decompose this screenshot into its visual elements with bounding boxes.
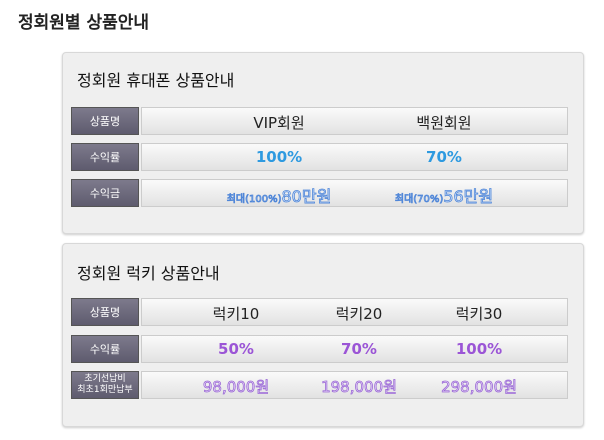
cell-prefix: 최대(70%) (394, 194, 444, 206)
cell: 럭키20 (335, 305, 383, 323)
cell: VIP회원 (253, 114, 305, 132)
cell: 럭키30 (455, 305, 503, 323)
cell-amount: 56만원 (443, 187, 494, 207)
row: 98,000원 198,000원 298,000원 (141, 371, 568, 399)
panel-title: 정회원 럭키 상품안내 (77, 264, 220, 283)
cell: 98,000원 (202, 378, 270, 397)
cell-amount: 80만원 (281, 187, 332, 207)
page-title: 정회원별 상품안내 (18, 13, 150, 33)
cell: 70% (341, 340, 377, 358)
row-label: 수익률 (71, 335, 139, 363)
row: 럭키10 럭키20 럭키30 (141, 298, 568, 326)
row-label-line: 최초1회만납부 (77, 385, 133, 395)
cell: 100% (255, 148, 303, 166)
cell: 198,000원 (321, 378, 398, 397)
row-label: 초기선납비 최초1회만납부 (71, 371, 139, 399)
row: VIP회원 백원회원 (141, 107, 568, 135)
row-label: 상품명 (71, 298, 139, 326)
row-label: 상품명 (71, 107, 139, 135)
panel: 정회원 럭키 상품안내 럭키10 럭키20 럭키30 상품명 50% 70% 1… (62, 243, 584, 427)
row-label: 수익률 (71, 143, 139, 171)
cell: 럭키10 (212, 305, 260, 323)
cell: 최대(100%)80만원 (226, 183, 332, 207)
cell: 최대(70%)56만원 (394, 183, 494, 207)
row: 50% 70% 100% (141, 335, 568, 363)
cell: 50% (218, 340, 254, 358)
row-label: 수익금 (71, 179, 139, 207)
cell: 백원회원 (416, 114, 472, 132)
cell-prefix: 최대(100%) (226, 194, 282, 206)
cell: 70% (426, 148, 462, 166)
panel: 정회원 휴대폰 상품안내 VIP회원 백원회원 상품명 100% 70% 수익률… (62, 52, 584, 234)
cell: 298,000원 (441, 378, 518, 397)
panel-title: 정회원 휴대폰 상품안내 (77, 71, 235, 90)
row: 최대(100%)80만원 최대(70%)56만원 (141, 179, 568, 207)
row: 100% 70% (141, 143, 568, 171)
cell: 100% (455, 340, 503, 358)
row-label-line: 초기선납비 (84, 374, 126, 384)
